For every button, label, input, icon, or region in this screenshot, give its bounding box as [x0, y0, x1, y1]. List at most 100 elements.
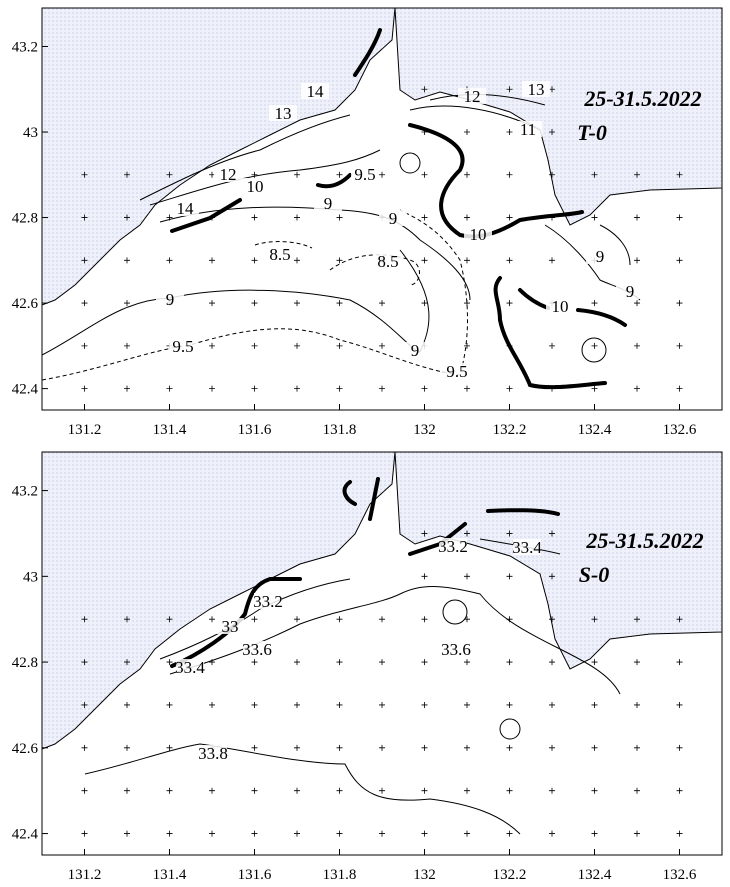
x-tick-label: 132.2	[493, 422, 527, 438]
contour-label: 9	[389, 209, 398, 228]
station	[464, 214, 470, 221]
station	[676, 830, 683, 837]
station	[676, 342, 683, 349]
label-bg	[171, 200, 199, 216]
station	[591, 171, 598, 178]
plot-frame	[41, 451, 723, 856]
station	[379, 659, 385, 666]
station	[506, 86, 513, 93]
station	[549, 342, 555, 349]
station	[421, 385, 428, 392]
isoline	[159, 206, 471, 301]
y-tick-label: 43	[23, 569, 38, 585]
station	[251, 257, 258, 264]
station	[166, 171, 173, 178]
x-tick-label: 131.6	[238, 867, 272, 883]
station	[379, 701, 385, 708]
station	[634, 171, 640, 178]
contour-label: 33.4	[175, 658, 205, 677]
station	[209, 342, 215, 349]
label-bg	[351, 166, 379, 182]
station	[294, 830, 300, 837]
station	[591, 787, 598, 794]
station	[591, 830, 598, 837]
station	[506, 214, 513, 221]
label-bg	[269, 105, 297, 121]
station	[421, 530, 428, 537]
contour-label: 8.5	[377, 252, 398, 271]
contour-label: 8.5	[269, 245, 290, 264]
x-tick-label: 131.8	[323, 867, 357, 883]
isoline	[518, 288, 627, 327]
contour-label: 9.5	[446, 362, 467, 381]
station	[81, 830, 88, 837]
isoline	[170, 577, 302, 668]
label-bg	[514, 121, 542, 137]
panel-temperature: 25-31.5.2022 T-0 131.2 131.4 131.6 131.8 132…	[12, 7, 723, 438]
station	[506, 171, 513, 178]
label-bg	[616, 283, 644, 299]
y-tick-label: 43.2	[12, 484, 38, 500]
x-tick-label: 132.4	[578, 867, 612, 883]
station	[549, 787, 555, 794]
coast-west	[42, 452, 396, 750]
station	[634, 257, 640, 264]
contour-label: 11	[520, 120, 536, 139]
station	[209, 701, 215, 708]
contour-label: 10	[247, 177, 264, 196]
station	[294, 171, 300, 178]
station	[506, 787, 513, 794]
station	[124, 787, 130, 794]
station	[166, 257, 173, 264]
station	[81, 659, 88, 666]
station	[634, 300, 640, 307]
label-bg	[439, 538, 467, 554]
x-tick-label: 132.2	[493, 867, 527, 883]
station	[464, 385, 470, 392]
isoline	[408, 123, 584, 239]
station	[634, 342, 640, 349]
station	[549, 214, 555, 221]
station	[421, 300, 428, 307]
station	[336, 701, 343, 708]
isoline	[353, 28, 382, 77]
station	[421, 257, 428, 264]
station	[676, 300, 683, 307]
station	[421, 787, 428, 794]
coast-east	[394, 452, 722, 670]
station	[549, 616, 555, 623]
station	[591, 385, 598, 392]
station	[464, 701, 470, 708]
label-bg	[442, 641, 470, 657]
label-bg	[464, 226, 492, 242]
isoline	[316, 173, 352, 189]
station	[81, 787, 88, 794]
coast-west	[42, 8, 396, 306]
period-label: 25-31.5.2022	[585, 528, 703, 553]
label-bg	[458, 88, 486, 104]
station	[676, 701, 683, 708]
station	[336, 214, 343, 221]
station	[464, 659, 470, 666]
station	[464, 573, 470, 580]
station	[81, 257, 88, 264]
station	[294, 744, 300, 751]
station	[379, 744, 385, 751]
y-tick-label: 42.6	[12, 296, 39, 312]
station	[124, 659, 130, 666]
contour-label: 10	[552, 297, 569, 316]
x-tick-label: 132.4	[578, 422, 612, 438]
station	[81, 701, 88, 708]
station	[124, 342, 130, 349]
station	[124, 300, 130, 307]
station	[506, 830, 513, 837]
station	[506, 257, 513, 264]
station	[209, 659, 215, 666]
station	[591, 342, 598, 349]
station	[506, 573, 513, 580]
label-bg	[214, 166, 242, 182]
station	[251, 744, 258, 751]
station	[421, 830, 428, 837]
x-tick-label: 131.4	[153, 422, 187, 438]
station	[464, 830, 470, 837]
